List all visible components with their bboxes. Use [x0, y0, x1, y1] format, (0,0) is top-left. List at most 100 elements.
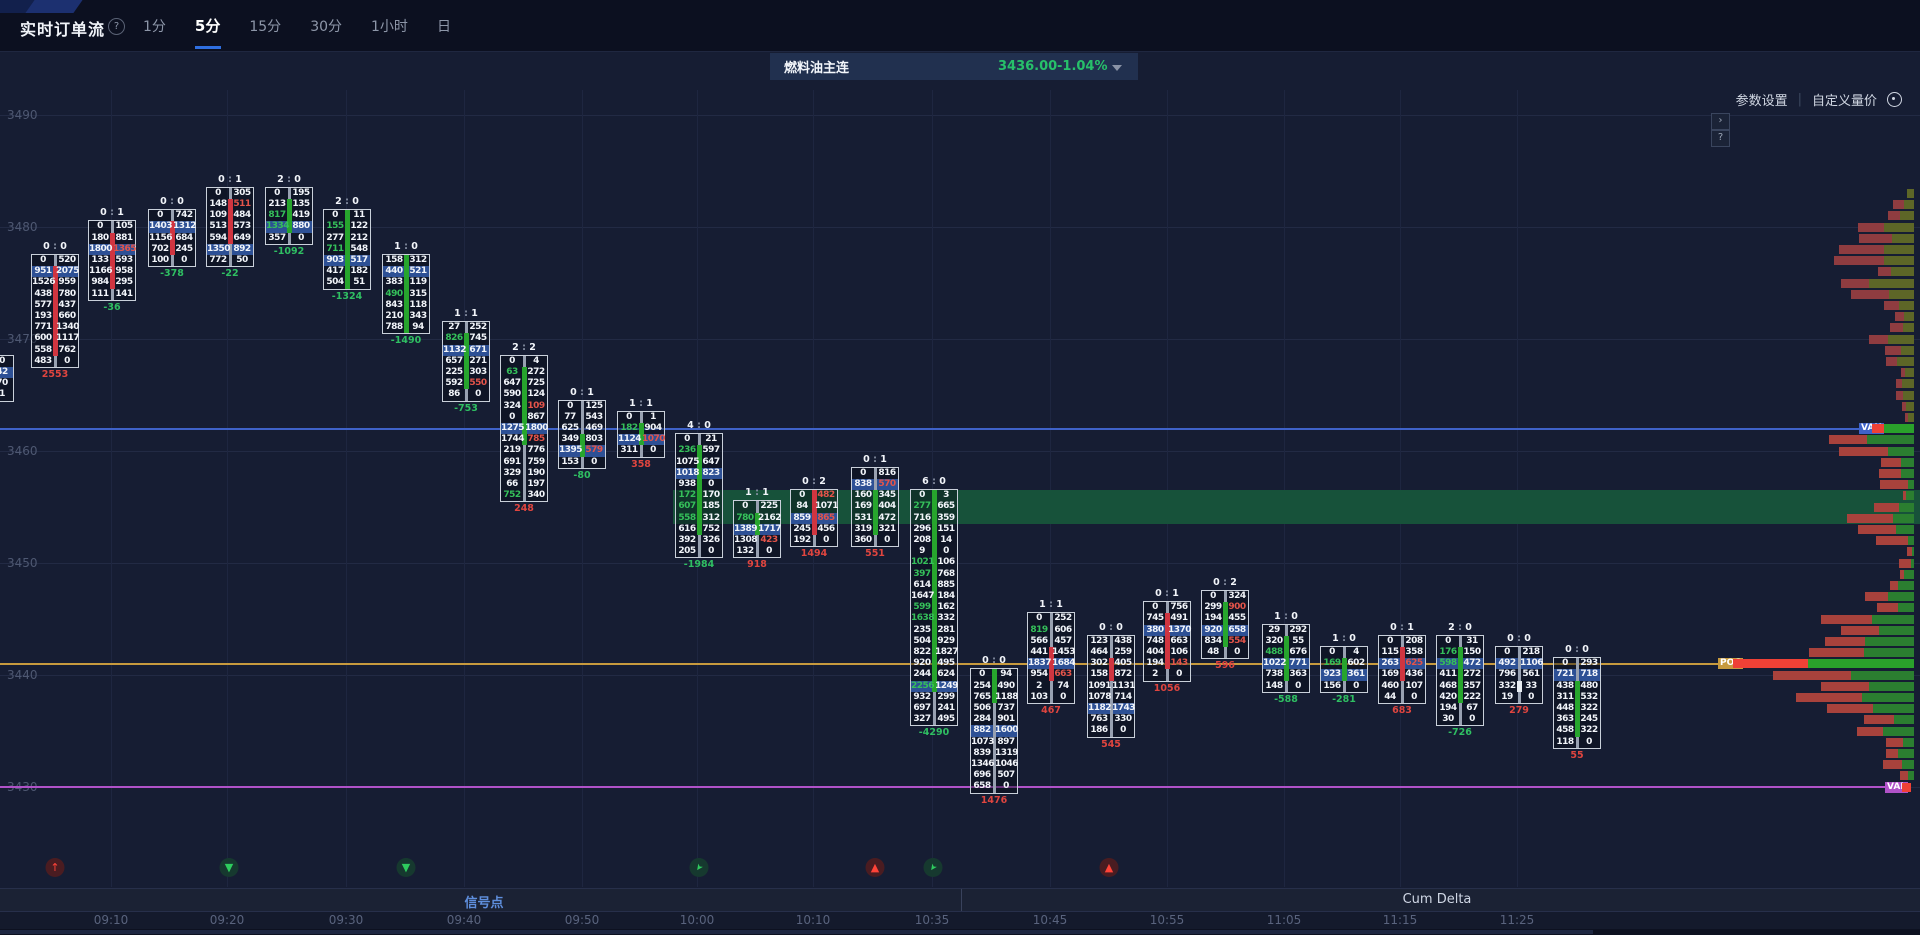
- instrument-selector[interactable]: 燃料油主连 3436.00 -1.04%: [770, 53, 1138, 80]
- profile-red-bar: [1902, 401, 1906, 411]
- imbalance-header: 2 : 0: [277, 173, 301, 185]
- bid-cell: 383: [385, 277, 403, 288]
- help-icon[interactable]: ?: [108, 18, 125, 35]
- ask-cell: 780: [58, 288, 76, 299]
- ask-cell: 959: [58, 277, 76, 288]
- ask-cell: 671: [469, 344, 487, 355]
- signal-gridline: [582, 850, 583, 887]
- bid-cell: 721: [1556, 669, 1574, 680]
- scrollbar-thumb[interactable]: [0, 930, 1593, 934]
- tab-15分[interactable]: 15分: [249, 18, 282, 35]
- ask-cell: 929: [937, 635, 955, 646]
- bid-cell: 404: [1146, 647, 1164, 657]
- bid-cell: 397: [913, 568, 931, 579]
- profile-green-bar: [1893, 513, 1914, 523]
- profile-green-bar: [1902, 760, 1914, 770]
- bid-cell: 1156: [149, 232, 173, 243]
- profile-red-bar: [1880, 480, 1908, 490]
- signal-gridline: [1517, 850, 1518, 887]
- ask-cell: 33: [1525, 680, 1537, 691]
- ask-cell: 0: [884, 535, 890, 545]
- profile-red-bar: [1900, 569, 1904, 579]
- ask-cell: 1312: [173, 221, 197, 232]
- bid-cell: 566: [1030, 635, 1048, 646]
- ask-cell: 776: [527, 445, 545, 456]
- ask-cell: 295: [115, 277, 133, 288]
- tab-1小时[interactable]: 1小时: [371, 18, 408, 35]
- imbalance-header: 1 : 1: [745, 487, 769, 499]
- candle-body: [1574, 680, 1580, 737]
- custom-volume-price-button[interactable]: 自定义量价: [1811, 94, 1877, 109]
- ask-cell: 419: [292, 210, 310, 221]
- bid-cell: 460: [1381, 680, 1399, 691]
- candle-delta: -1092: [273, 245, 305, 257]
- ask-cell: 212: [350, 232, 368, 243]
- bid-cell: 205: [678, 546, 696, 557]
- profile-green-bar: [1911, 558, 1914, 568]
- time-label-09:40: 09:40: [446, 913, 482, 927]
- collapse-panel-button[interactable]: ›: [1711, 113, 1730, 130]
- signal-gridline: [1400, 850, 1401, 887]
- ask-cell: 150: [1463, 647, 1481, 657]
- ask-cell: 823: [702, 467, 720, 478]
- ask-cell: 299: [937, 691, 955, 702]
- ask-cell: 737: [997, 703, 1015, 713]
- gridline-h-3470: [0, 339, 1920, 340]
- ask-cell: 74: [1057, 680, 1069, 691]
- ask-cell: 272: [1463, 669, 1481, 680]
- tab-1分[interactable]: 1分: [143, 18, 166, 35]
- signal-gridline: [346, 850, 347, 887]
- bid-cell: 448: [1556, 703, 1574, 713]
- panel-divider: [961, 889, 962, 911]
- ask-cell: 491: [1170, 613, 1188, 624]
- bid-cell: 411: [1439, 669, 1457, 680]
- bid-cell: 0: [567, 400, 573, 411]
- ask-cell: 803: [585, 434, 603, 445]
- profile-green-bar: [1903, 390, 1914, 400]
- candle-body: [521, 367, 527, 446]
- bid-cell: 691: [503, 456, 521, 467]
- ask-cell: 958: [115, 266, 133, 277]
- imbalance-header: 0 : 0: [160, 196, 184, 208]
- ask-cell: 271: [469, 355, 487, 366]
- bid-cell: 245: [793, 523, 811, 534]
- profile-red-bar: [1841, 625, 1879, 635]
- bid-cell: 822: [913, 647, 931, 657]
- bid-cell: 0: [1387, 635, 1393, 646]
- candle-delta: 248: [514, 503, 534, 515]
- bid-cell: 1275: [501, 423, 525, 433]
- bid-cell: 320: [1265, 635, 1283, 646]
- bid-cell: 160: [854, 490, 872, 501]
- bid-cell: 182: [620, 423, 638, 433]
- gridline-v-10:45: [1050, 90, 1051, 850]
- ask-cell: 0: [823, 535, 829, 545]
- profile-green-bar: [1879, 625, 1914, 635]
- signal-marker-pointer: ➤: [923, 858, 943, 877]
- candle-delta: 551: [865, 548, 885, 560]
- ask-cell: 745: [469, 333, 487, 344]
- candle-wick: [1517, 647, 1521, 703]
- profile-green-bar: [1908, 536, 1914, 546]
- vah-tag: VAH: [1859, 423, 1884, 435]
- candle-body: [872, 490, 878, 535]
- bid-cell: 327: [913, 714, 931, 725]
- ask-cell: 752: [702, 523, 720, 534]
- profile-green-bar: [1869, 681, 1914, 691]
- params-settings-button[interactable]: 参数设置: [1735, 94, 1788, 109]
- bid-cell: 788: [385, 322, 403, 333]
- candle-delta: -1984: [683, 559, 715, 571]
- bid-cell: 796: [1498, 669, 1516, 680]
- panel-help-button[interactable]: ?: [1711, 130, 1730, 147]
- time-label-10:55: 10:55: [1149, 913, 1185, 927]
- profile-green-bar: [1884, 256, 1914, 266]
- ask-cell: 208: [1405, 635, 1423, 646]
- bid-cell: 0: [1562, 658, 1568, 669]
- profile-red-bar: [1879, 468, 1901, 478]
- tab-日[interactable]: 日: [436, 18, 451, 35]
- tab-5分[interactable]: 5分: [194, 17, 221, 35]
- bid-cell: 169: [854, 501, 872, 512]
- ask-cell: 118: [409, 299, 427, 310]
- tab-30分[interactable]: 30分: [310, 18, 343, 35]
- ask-cell: 457: [1054, 635, 1072, 646]
- ask-cell: 272: [527, 367, 545, 377]
